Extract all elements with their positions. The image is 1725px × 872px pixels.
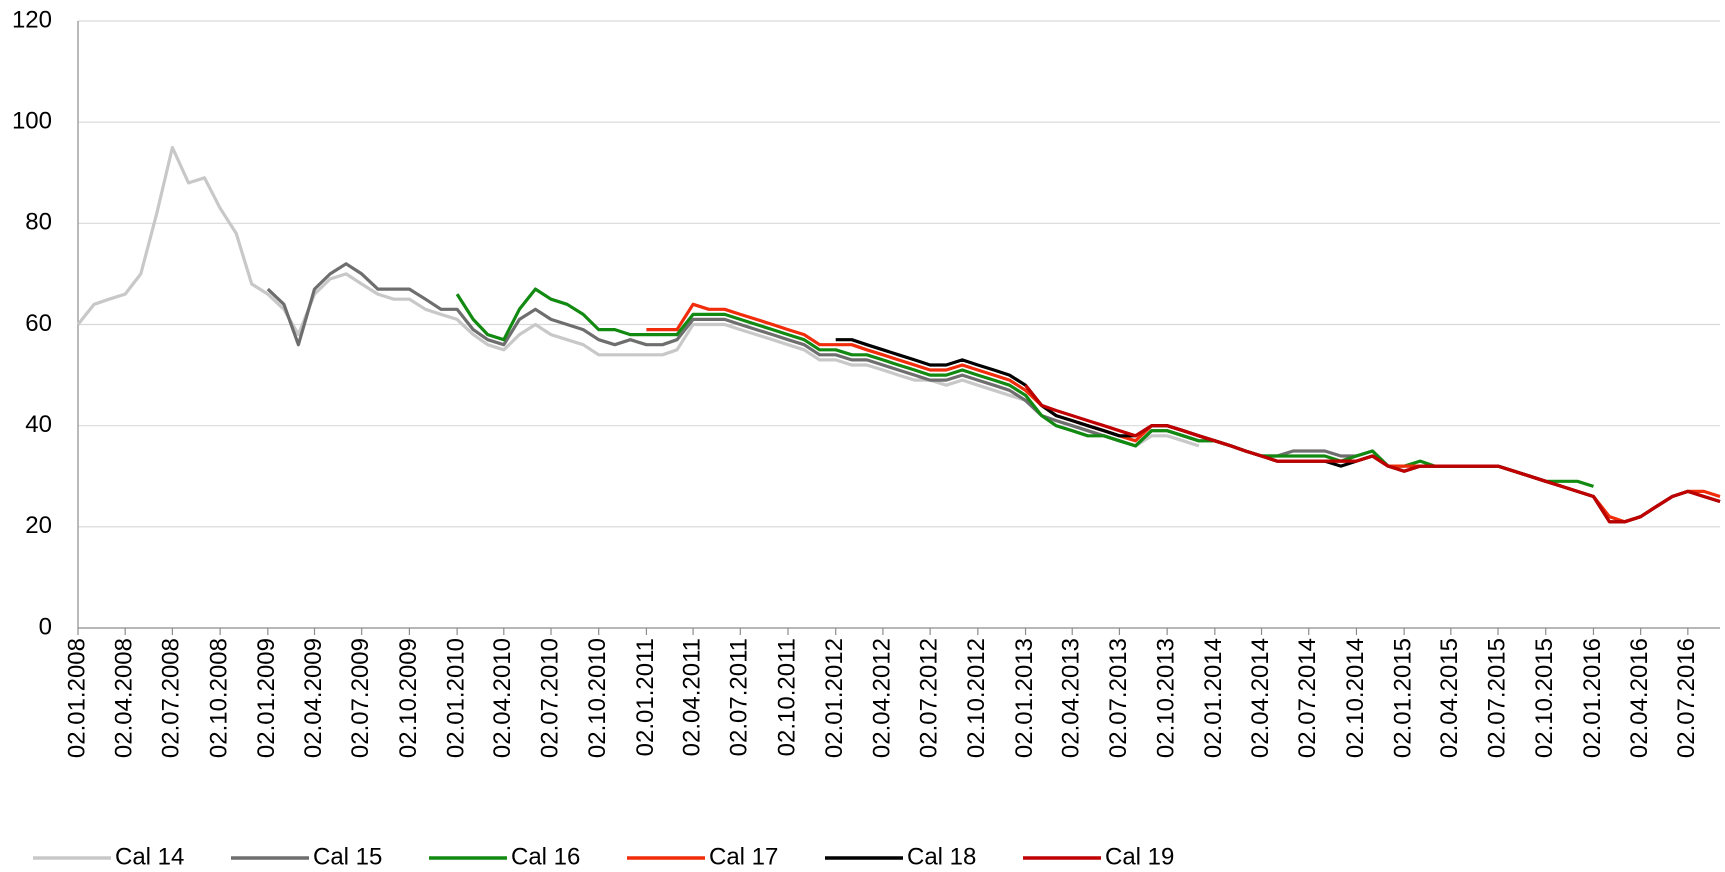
legend-label: Cal 18 — [907, 843, 976, 870]
x-tick-label: 02.10.2013 — [1152, 638, 1179, 758]
series-line — [266, 262, 1390, 468]
x-tick-label: 02.01.2010 — [442, 638, 469, 758]
x-tick-label: 02.10.2011 — [773, 638, 800, 756]
series-line — [1024, 384, 1721, 524]
x-tick-label: 02.07.2008 — [158, 638, 185, 758]
x-tick-label: 02.04.2010 — [489, 638, 516, 758]
x-tick-label: 02.04.2012 — [868, 638, 895, 758]
y-tick-label: 20 — [25, 512, 52, 539]
series-line — [76, 145, 1200, 448]
y-tick-label: 100 — [12, 108, 52, 135]
x-tick-label: 02.01.2009 — [253, 638, 280, 758]
legend-label: Cal 17 — [709, 843, 778, 870]
x-tick-label: 02.07.2012 — [915, 638, 942, 758]
x-tick-label: 02.01.2011 — [632, 638, 659, 756]
x-tick-label: 02.07.2011 — [726, 638, 753, 756]
y-tick-label: 80 — [25, 209, 52, 236]
x-tick-label: 02.01.2015 — [1389, 638, 1416, 758]
x-tick-label: 02.04.2009 — [300, 638, 327, 758]
x-tick-label: 02.07.2013 — [1105, 638, 1132, 758]
y-tick-label: 120 — [12, 6, 52, 33]
x-tick-label: 02.07.2009 — [347, 638, 374, 758]
x-tick-label: 02.10.2015 — [1531, 638, 1558, 758]
x-tick-label: 02.07.2014 — [1294, 638, 1321, 758]
x-tick-label: 02.01.2013 — [1011, 638, 1038, 758]
y-tick-label: 40 — [25, 411, 52, 438]
x-tick-label: 02.10.2010 — [584, 638, 611, 758]
x-tick-label: 02.01.2016 — [1579, 638, 1606, 758]
legend-label: Cal 15 — [313, 843, 382, 870]
x-tick-label: 02.07.2016 — [1673, 638, 1700, 758]
series-line — [646, 302, 1721, 524]
x-tick-label: 02.04.2014 — [1247, 638, 1274, 758]
x-tick-label: 02.10.2009 — [395, 638, 422, 758]
x-tick-label: 02.07.2015 — [1483, 638, 1510, 758]
series-line — [455, 287, 1594, 488]
x-tick-label: 02.07.2010 — [536, 638, 563, 758]
y-tick-label: 60 — [25, 310, 52, 337]
x-tick-label: 02.04.2011 — [678, 638, 705, 756]
x-tick-label: 02.04.2016 — [1626, 638, 1653, 758]
x-tick-label: 02.01.2012 — [821, 638, 848, 758]
legend-label: Cal 16 — [511, 843, 580, 870]
legend-label: Cal 14 — [115, 843, 184, 870]
x-tick-label: 02.01.2014 — [1200, 638, 1227, 758]
y-tick-label: 0 — [39, 613, 52, 640]
x-tick-label: 02.10.2008 — [205, 638, 232, 758]
x-tick-label: 02.10.2012 — [963, 638, 990, 758]
x-tick-label: 02.04.2015 — [1436, 638, 1463, 758]
x-tick-label: 02.04.2008 — [111, 638, 138, 758]
legend-label: Cal 19 — [1105, 843, 1174, 870]
x-tick-label: 02.10.2014 — [1342, 638, 1369, 758]
x-tick-label: 02.04.2013 — [1058, 638, 1085, 758]
x-tick-label: 02.01.2008 — [63, 638, 90, 758]
